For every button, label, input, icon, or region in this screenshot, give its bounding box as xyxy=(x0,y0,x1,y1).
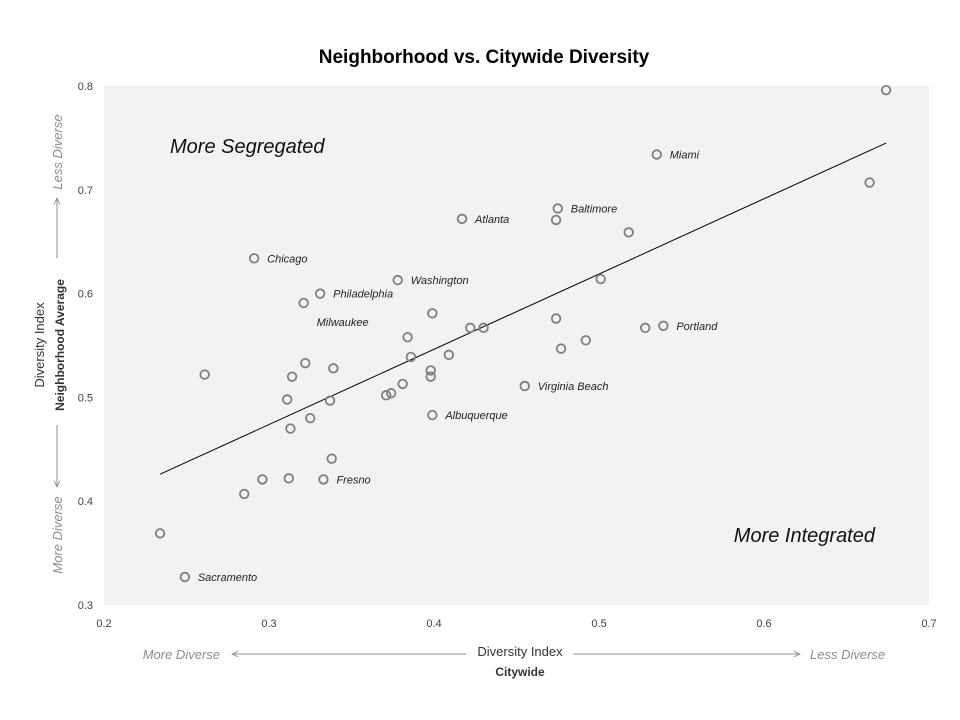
y-tick-label: 0.8 xyxy=(78,81,93,93)
y-axis-sublabel: Neighborhood Average xyxy=(53,279,67,411)
x-direction-high: Less Diverse xyxy=(810,647,885,662)
data-point xyxy=(555,343,567,354)
data-point xyxy=(328,363,339,374)
data-point xyxy=(154,528,166,539)
data-point xyxy=(651,149,662,160)
x-tick-label: 0.4 xyxy=(426,618,441,630)
data-point xyxy=(405,351,417,363)
x-tick-label: 0.7 xyxy=(921,618,936,630)
point-label: Albuquerque xyxy=(444,410,507,422)
data-point xyxy=(283,473,295,484)
y-tick-label: 0.3 xyxy=(78,600,93,612)
data-point xyxy=(397,378,408,390)
data-point xyxy=(443,349,455,361)
data-point xyxy=(392,274,403,286)
data-point xyxy=(380,390,392,401)
data-point xyxy=(478,322,489,334)
data-point xyxy=(425,365,436,376)
x-axis-sublabel: Citywide xyxy=(495,665,545,679)
data-point xyxy=(285,423,296,434)
data-point xyxy=(580,335,592,346)
annotation-more-segregated: More Segregated xyxy=(170,136,325,158)
data-point xyxy=(427,308,438,319)
data-point xyxy=(179,571,191,583)
data-point xyxy=(199,369,210,380)
x-direction-low: More Diverse xyxy=(143,647,220,662)
data-point xyxy=(281,394,293,405)
data-point xyxy=(239,488,250,500)
point-label: Miami xyxy=(670,150,700,162)
point-label: Baltimore xyxy=(571,203,617,215)
data-point xyxy=(402,331,413,343)
data-point xyxy=(658,320,669,331)
plot-area xyxy=(104,86,929,605)
point-labels: Miami Baltimore Atlanta Chicago Washington Ph… xyxy=(198,150,718,584)
data-point xyxy=(640,322,651,334)
x-tick-label: 0.5 xyxy=(591,618,606,630)
y-direction-low: More Diverse xyxy=(50,496,65,573)
data-point xyxy=(550,313,562,324)
data-point xyxy=(318,474,329,485)
y-tick-label: 0.5 xyxy=(78,392,93,404)
x-tick-label: 0.2 xyxy=(96,618,111,630)
point-label: Philadelphia xyxy=(333,289,393,301)
point-label: Sacramento xyxy=(198,572,257,584)
data-point xyxy=(385,388,397,399)
data-point xyxy=(326,453,337,464)
point-label: Atlanta xyxy=(474,214,509,226)
data-point xyxy=(623,227,634,238)
data-point xyxy=(550,214,562,226)
x-tick-label: 0.3 xyxy=(261,618,276,630)
y-direction-high: Less Diverse xyxy=(50,114,65,189)
data-point xyxy=(425,371,436,382)
point-label: Fresno xyxy=(336,474,370,486)
data-point xyxy=(248,253,260,264)
chart-title: Neighborhood vs. Citywide Diversity xyxy=(319,47,650,68)
y-axis-label: Diversity Index xyxy=(32,302,47,388)
point-label: Virginia Beach xyxy=(538,381,609,393)
data-point xyxy=(519,380,530,392)
annotation-more-integrated: More Integrated xyxy=(734,525,876,547)
trendline xyxy=(159,142,887,475)
data-point xyxy=(300,357,311,369)
y-tick-label: 0.7 xyxy=(78,185,93,197)
x-axis-label: Diversity Index xyxy=(477,644,563,659)
data-point xyxy=(595,273,606,285)
data-point xyxy=(257,474,268,485)
y-tick-label: 0.6 xyxy=(78,289,93,301)
data-point xyxy=(286,371,298,382)
point-label: Washington xyxy=(411,275,469,287)
x-tick-label: 0.6 xyxy=(756,618,771,630)
data-point xyxy=(314,288,326,299)
data-point xyxy=(864,177,875,188)
data-point xyxy=(552,203,563,214)
data-point xyxy=(880,84,892,96)
y-axis-ticks: 0.3 0.4 0.5 0.6 0.7 0.8 xyxy=(78,81,93,612)
point-label: Milwaukee xyxy=(317,317,369,329)
data-point xyxy=(298,297,309,309)
data-point xyxy=(456,213,468,225)
data-point xyxy=(427,409,438,421)
point-label: Chicago xyxy=(267,253,307,265)
data-point xyxy=(305,412,316,424)
y-tick-label: 0.4 xyxy=(78,496,93,508)
data-point xyxy=(324,395,336,406)
data-point xyxy=(465,322,476,334)
x-axis-ticks: 0.2 0.3 0.4 0.5 0.6 0.7 xyxy=(96,618,936,630)
data-points xyxy=(154,84,892,583)
point-label: Portland xyxy=(676,321,718,333)
